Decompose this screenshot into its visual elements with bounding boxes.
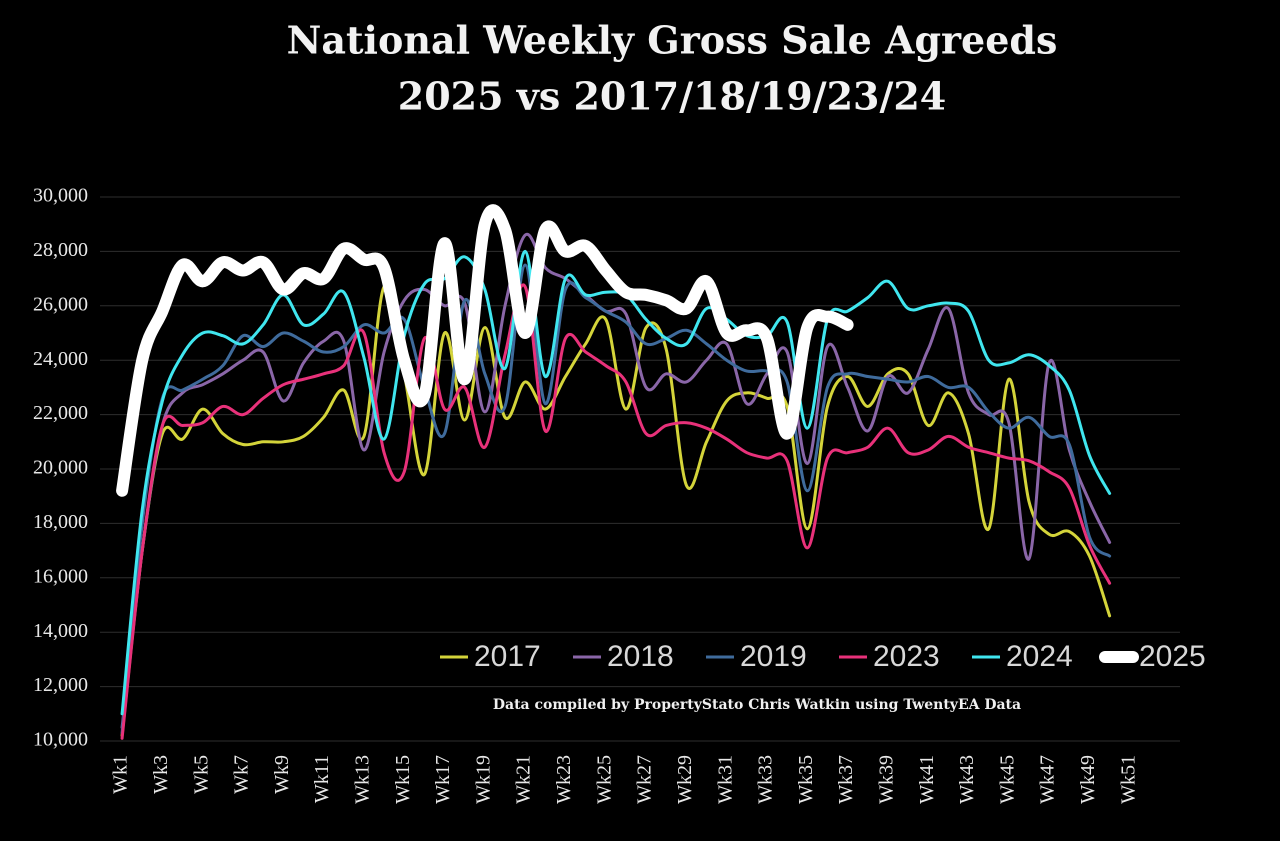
legend-label: 2017 xyxy=(474,640,541,673)
series-line xyxy=(120,232,1112,729)
x-tick-label: Wk39 xyxy=(876,755,898,804)
x-tick-label: Wk3 xyxy=(150,755,172,794)
legend-label: 2023 xyxy=(873,640,940,673)
y-tick-label: 16,000 xyxy=(33,565,88,587)
y-tick-label: 30,000 xyxy=(33,185,88,207)
x-tick-label: Wk41 xyxy=(916,755,938,804)
x-tick-label: Wk35 xyxy=(795,755,817,804)
x-tick-label: Wk51 xyxy=(1117,755,1139,804)
legend-label: 2025 xyxy=(1139,640,1206,673)
x-tick-label: Wk21 xyxy=(513,755,535,804)
x-tick-label: Wk11 xyxy=(311,755,333,803)
x-tick-label: Wk19 xyxy=(472,755,494,804)
x-tick-label: Wk45 xyxy=(996,755,1018,804)
y-tick-label: 18,000 xyxy=(33,511,88,533)
x-tick-label: Wk25 xyxy=(593,755,615,804)
series-line xyxy=(120,263,1112,735)
legend-label: 2024 xyxy=(1006,640,1073,673)
y-tick-label: 20,000 xyxy=(33,457,88,479)
x-tick-label: Wk49 xyxy=(1077,755,1099,804)
y-tick-label: 14,000 xyxy=(33,620,88,642)
x-tick-label: Wk17 xyxy=(432,755,454,804)
x-tick-label: Wk47 xyxy=(1037,755,1059,804)
legend-label: 2019 xyxy=(740,640,807,673)
x-tick-label: Wk43 xyxy=(956,755,978,804)
x-tick-label: Wk31 xyxy=(714,755,736,804)
x-tick-label: Wk15 xyxy=(392,755,414,804)
x-tick-label: Wk5 xyxy=(190,755,212,794)
series-line xyxy=(120,249,1112,716)
x-tick-label: Wk33 xyxy=(755,755,777,804)
x-tick-label: Wk7 xyxy=(231,755,253,794)
source-note: Data compiled by PropertyStato Chris Wat… xyxy=(493,697,1021,713)
y-tick-label: 22,000 xyxy=(33,402,88,424)
y-tick-label: 28,000 xyxy=(33,239,88,261)
y-tick-label: 24,000 xyxy=(33,348,88,370)
chart-subtitle: 2025 vs 2017/18/19/23/24 xyxy=(398,74,947,119)
series-line xyxy=(120,284,1112,738)
y-tick-label: 26,000 xyxy=(33,293,88,315)
y-tick-label: 12,000 xyxy=(33,674,88,696)
legend-label: 2018 xyxy=(607,640,674,673)
series-line xyxy=(116,204,854,497)
x-tick-label: Wk29 xyxy=(674,755,696,804)
series-line xyxy=(120,283,1112,740)
x-tick-label: Wk23 xyxy=(553,755,575,804)
x-tick-label: Wk1 xyxy=(110,755,132,794)
x-tick-label: Wk37 xyxy=(835,755,857,804)
x-tick-label: Wk13 xyxy=(352,755,374,804)
y-tick-label: 10,000 xyxy=(33,729,88,751)
x-tick-label: Wk27 xyxy=(634,755,656,804)
chart-title: National Weekly Gross Sale Agreeds xyxy=(287,18,1058,63)
x-tick-label: Wk9 xyxy=(271,755,293,794)
